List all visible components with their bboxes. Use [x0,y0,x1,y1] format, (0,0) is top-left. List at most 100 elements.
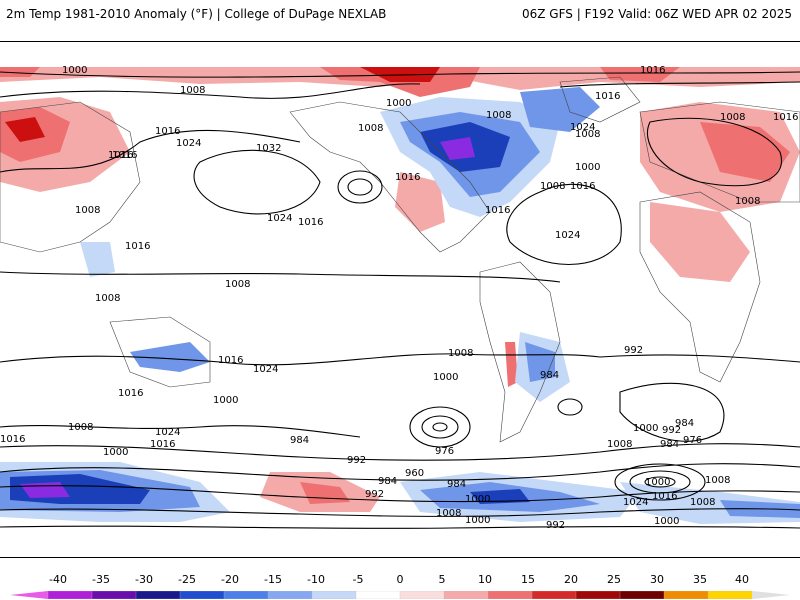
pressure-label: 1008 [575,129,600,140]
pressure-label: 1008 [690,497,715,508]
continent-outlines [0,76,800,443]
colorbar-segment [443,591,489,599]
pressure-label: 1016 [298,217,323,228]
colorbar-segment [663,591,709,599]
pressure-label: 1016 [640,65,665,76]
pressure-label: 984 [675,418,694,429]
warm-anomaly-regions [0,67,800,512]
colorbar-segment [619,591,665,599]
pressure-label: 1000 [575,162,600,173]
colorbar-max-extension [752,591,790,599]
isobar-lines [0,71,800,529]
pressure-label: 1024 [267,213,292,224]
colorbar-segment [355,591,401,599]
map-title: 2m Temp 1981-2010 Anomaly (°F) | College… [6,7,387,21]
colorbar-label: 5 [438,573,446,586]
colorbar-segment [487,591,533,599]
weather-map: 1000 1008 1016 1024 1032 1016 1008 1016 … [0,41,800,558]
pressure-label: 1000 [386,98,411,109]
pressure-label: 1024 [623,497,648,508]
pressure-label: 1000 [433,372,458,383]
colorbar-label: 0 [396,573,404,586]
colorbar-segment [135,591,181,599]
pressure-label: 1016 [395,172,420,183]
pressure-label: 1000 [654,516,679,527]
colorbar-label: 35 [693,573,707,586]
colorbar-segment [91,591,137,599]
pressure-label: 1008 [358,123,383,134]
pressure-label: 1024 [570,122,595,133]
pressure-label: 1008 [68,422,93,433]
colorbar-segment [223,591,269,599]
colorbar-label: -10 [307,573,325,586]
pressure-label: 1008 [720,112,745,123]
pressure-label: 1008 [705,475,730,486]
pressure-label: 1008 [735,196,760,207]
pressure-label: 984 [447,479,466,490]
colorbar-label: -30 [135,573,153,586]
model-run-info: 06Z GFS | F192 Valid: 06Z WED APR 02 202… [521,7,792,21]
map-canvas: 1000 1008 1016 1024 1032 1016 1008 1016 … [0,65,800,531]
pressure-label: 1016 [485,205,510,216]
pressure-label: 1008 [225,279,250,290]
pressure-label: 1016 [0,434,25,445]
pressure-label: 1024 [155,427,180,438]
colorbar-segment [575,591,621,599]
colorbar-label: -20 [221,573,239,586]
colorbar-label: 30 [650,573,664,586]
pressure-label: 1032 [256,143,281,154]
pressure-label: 1016 [155,126,180,137]
pressure-label: 976 [683,435,702,446]
colorbar-labels: -40 -35 -30 -25 -20 -15 -10 -5 0 5 10 15… [0,573,800,587]
colorbar-segment [47,591,93,599]
colorbar-label: -5 [352,573,364,586]
colorbar-gradient [10,591,790,599]
colorbar-label: 20 [564,573,578,586]
pressure-label: 1008 [95,293,120,304]
pressure-label: 960 [405,468,424,479]
pressure-label: 1000 [465,515,490,526]
colorbar-segment [311,591,357,599]
pressure-label: 1008 [75,205,100,216]
colorbar-label: 25 [607,573,621,586]
colorbar-segment [707,591,753,599]
pressure-label: 1008 [607,439,632,450]
colorbar-label: -40 [49,573,67,586]
colorbar-label: -35 [92,573,110,586]
pressure-label: 1008 [436,508,461,519]
pressure-label: 976 [435,446,454,457]
pressure-label: 992 [347,455,366,466]
pressure-label: 1000 [213,395,238,406]
pressure-label: 992 [365,489,384,500]
colorbar-label: 40 [735,573,749,586]
pressure-label: 984 [378,476,397,487]
pressure-label: 1016 [595,91,620,102]
pressure-label: 1016 [570,181,595,192]
pressure-label: 1024 [253,364,278,375]
temperature-anomaly-colorbar: -40 -35 -30 -25 -20 -15 -10 -5 0 5 10 15… [0,573,800,600]
pressure-label: 1016 [218,355,243,366]
map-header: 2m Temp 1981-2010 Anomaly (°F) | College… [0,0,800,28]
pressure-label: 1016 [108,150,133,161]
pressure-label: 1000 [645,477,670,488]
colorbar-label: 10 [478,573,492,586]
pressure-label: 992 [624,345,643,356]
cold-anomaly-regions [0,87,800,524]
pressure-label: 1016 [652,491,677,502]
pressure-label: 1016 [773,112,798,123]
colorbar-segment [399,591,445,599]
colorbar-label: -25 [178,573,196,586]
pressure-label: 1016 [150,439,175,450]
pressure-label: 992 [662,425,681,436]
pressure-label: 1024 [555,230,580,241]
colorbar-segment [179,591,225,599]
colorbar-segment [267,591,313,599]
pressure-label: 1000 [633,423,658,434]
pressure-label: 1024 [176,138,201,149]
pressure-label: 992 [546,520,565,531]
pressure-label: 1016 [125,241,150,252]
pressure-label: 1000 [103,447,128,458]
pressure-label: 984 [290,435,309,446]
pressure-label: 1000 [62,65,87,76]
colorbar-label: -15 [264,573,282,586]
